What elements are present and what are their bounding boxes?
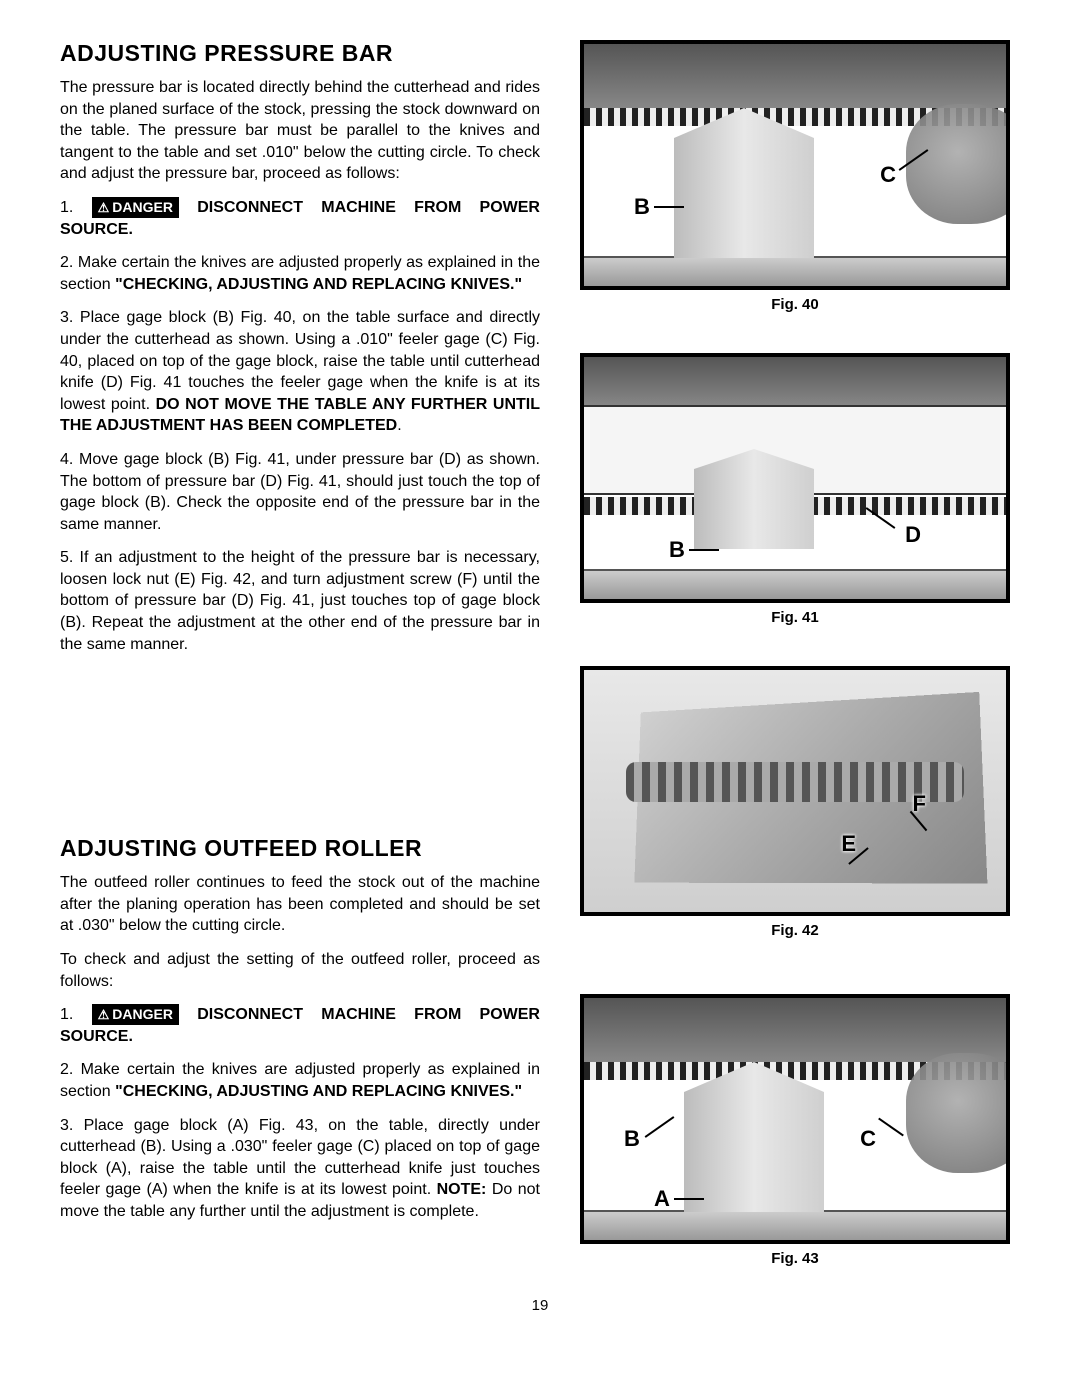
pressure-bar-step1: 1. DANGER DISCONNECT MACHINE FROM POWER … bbox=[60, 197, 540, 240]
label-a: A bbox=[654, 1186, 670, 1212]
left-column: ADJUSTING PRESSURE BAR The pressure bar … bbox=[60, 40, 540, 1267]
table-base bbox=[584, 569, 1006, 599]
leader-line bbox=[674, 1198, 704, 1200]
hand-icon bbox=[906, 1053, 1010, 1173]
step3-c: . bbox=[397, 417, 401, 434]
figure-43-block: B C A Fig. 43 bbox=[570, 994, 1020, 1267]
section-outfeed: ADJUSTING OUTFEED ROLLER The outfeed rol… bbox=[60, 835, 540, 1222]
label-c: C bbox=[880, 162, 896, 188]
figure-42-block: E F Fig. 42 bbox=[570, 666, 1020, 939]
hand-icon bbox=[906, 104, 1010, 224]
page-number: 19 bbox=[60, 1297, 1020, 1314]
step2-b: "CHECKING, ADJUSTING AND REPLACING KNIVE… bbox=[115, 1083, 522, 1100]
danger-badge: DANGER bbox=[92, 197, 179, 218]
pressure-bar-step2: 2. Make certain the knives are adjusted … bbox=[60, 252, 540, 295]
leader-line bbox=[689, 549, 719, 551]
figure-40-caption: Fig. 40 bbox=[771, 296, 819, 313]
step2-b: "CHECKING, ADJUSTING AND REPLACING KNIVE… bbox=[115, 276, 522, 293]
leader-line bbox=[645, 1116, 675, 1138]
pressure-bar-step4: 4. Move gage block (B) Fig. 41, under pr… bbox=[60, 449, 540, 535]
figure-40-block: B C Fig. 40 bbox=[570, 40, 1020, 313]
label-c: C bbox=[860, 1126, 876, 1152]
page-columns: ADJUSTING PRESSURE BAR The pressure bar … bbox=[60, 40, 1020, 1267]
figure-42: E F bbox=[580, 666, 1010, 916]
heading-pressure-bar: ADJUSTING PRESSURE BAR bbox=[60, 40, 540, 67]
gage-block-icon bbox=[694, 449, 814, 549]
figure-42-caption: Fig. 42 bbox=[771, 922, 819, 939]
right-column: B C Fig. 40 B D Fig. 41 bbox=[570, 40, 1020, 1267]
outfeed-intro: The outfeed roller continues to feed the… bbox=[60, 872, 540, 937]
machine-top bbox=[584, 357, 1006, 407]
machine-top bbox=[584, 44, 1006, 109]
figure-40: B C bbox=[580, 40, 1010, 290]
machine-top bbox=[584, 998, 1006, 1063]
figure-43: B C A bbox=[580, 994, 1010, 1244]
label-b: B bbox=[669, 537, 685, 563]
table-base bbox=[584, 256, 1006, 286]
step3-b: NOTE: bbox=[437, 1181, 487, 1198]
pressure-bar-intro: The pressure bar is located directly beh… bbox=[60, 77, 540, 185]
figure-43-caption: Fig. 43 bbox=[771, 1250, 819, 1267]
label-e: E bbox=[841, 831, 856, 857]
outfeed-step3: 3. Place gage block (A) Fig. 43, on the … bbox=[60, 1115, 540, 1223]
table-base bbox=[584, 1210, 1006, 1240]
label-f: F bbox=[913, 791, 926, 817]
outfeed-lead: To check and adjust the setting of the o… bbox=[60, 949, 540, 992]
pressure-bar-step3: 3. Place gage block (B) Fig. 40, on the … bbox=[60, 307, 540, 437]
gage-block-icon bbox=[684, 1062, 824, 1212]
label-b: B bbox=[624, 1126, 640, 1152]
figure-41-caption: Fig. 41 bbox=[771, 609, 819, 626]
label-d: D bbox=[905, 522, 921, 548]
outfeed-step1: 1. DANGER DISCONNECT MACHINE FROM POWER … bbox=[60, 1004, 540, 1047]
step-number: 1. bbox=[60, 1006, 92, 1023]
label-b: B bbox=[634, 194, 650, 220]
danger-badge: DANGER bbox=[92, 1004, 179, 1025]
leader-line bbox=[878, 1118, 904, 1137]
step-number: 1. bbox=[60, 199, 92, 216]
outfeed-step2: 2. Make certain the knives are adjusted … bbox=[60, 1059, 540, 1102]
figure-41-block: B D Fig. 41 bbox=[570, 353, 1020, 626]
pressure-bar-step5: 5. If an adjustment to the height of the… bbox=[60, 547, 540, 655]
gage-block-icon bbox=[674, 108, 814, 258]
figure-41: B D bbox=[580, 353, 1010, 603]
heading-outfeed-roller: ADJUSTING OUTFEED ROLLER bbox=[60, 835, 540, 862]
leader-line bbox=[654, 206, 684, 208]
